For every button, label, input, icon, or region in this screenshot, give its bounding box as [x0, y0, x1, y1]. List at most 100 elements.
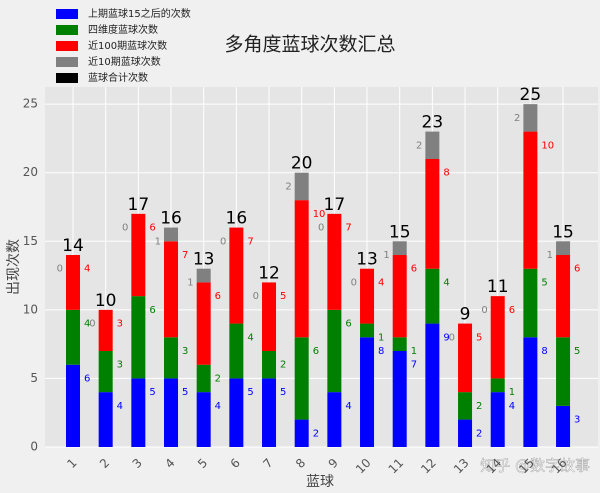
y-tick-label: 10 [23, 302, 38, 316]
value-label: 9 [443, 332, 449, 343]
value-label: 5 [280, 387, 286, 398]
value-label: 1 [383, 250, 389, 261]
value-label: 4 [345, 401, 351, 412]
total-label: 13 [356, 250, 378, 270]
bar-segment [294, 419, 309, 447]
bar-segment [556, 241, 571, 255]
bar-segment [458, 392, 473, 420]
bar-segment [490, 296, 505, 379]
bar-segment [98, 392, 113, 447]
legend-label: 近100期蓝球次数 [88, 39, 167, 52]
bar-segment [164, 337, 179, 379]
bar-segment [294, 200, 309, 338]
value-label: 4 [84, 264, 90, 275]
bar-segment [523, 104, 538, 132]
bar-segment [66, 364, 80, 447]
value-label: 6 [84, 373, 90, 384]
value-label: 7 [247, 236, 253, 247]
legend-label: 四维度蓝球次数 [88, 23, 158, 36]
value-label: 1 [411, 346, 417, 357]
legend-swatch [56, 41, 78, 51]
value-label: 4 [117, 401, 123, 412]
value-label: 4 [378, 277, 384, 288]
bar-segment [131, 296, 146, 379]
value-label: 10 [541, 140, 554, 151]
total-label: 9 [460, 305, 471, 325]
value-label: 0 [318, 223, 324, 234]
value-label: 0 [57, 264, 63, 275]
total-label: 15 [552, 222, 574, 242]
bar-segment [262, 351, 277, 379]
bar-segment [360, 268, 375, 324]
value-label: 6 [345, 319, 351, 330]
bar-segment [490, 392, 505, 447]
total-label: 17 [128, 195, 150, 215]
value-label: 2 [416, 140, 422, 151]
bar-segment [229, 227, 244, 324]
bar-segment [98, 309, 113, 351]
value-label: 6 [313, 346, 319, 357]
value-label: 0 [481, 305, 487, 316]
value-label: 10 [313, 209, 326, 220]
value-label: 1 [547, 250, 553, 261]
legend-label: 蓝球合计次数 [88, 71, 148, 84]
value-label: 4 [84, 319, 90, 330]
y-tick-label: 20 [23, 165, 38, 179]
value-label: 8 [443, 168, 449, 179]
bar-segment [360, 323, 375, 338]
bar-segment [98, 351, 113, 393]
y-tick-label: 15 [23, 234, 38, 248]
value-label: 6 [411, 264, 417, 275]
value-label: 0 [253, 291, 259, 302]
bar-segment [229, 378, 244, 447]
value-label: 2 [476, 428, 482, 439]
bar-segment [556, 405, 571, 447]
value-label: 1 [509, 387, 515, 398]
bar-segment [196, 268, 211, 283]
value-label: 0 [220, 236, 226, 247]
bar-segment [327, 392, 342, 447]
bar-segment [294, 172, 309, 201]
bar-segment [392, 351, 407, 447]
bar-segment [392, 241, 407, 255]
bar-segment [294, 337, 309, 420]
legend: 上期蓝球15之后的次数四维度蓝球次数近100期蓝球次数近10期蓝球次数蓝球合计次… [56, 7, 191, 84]
value-label: 7 [411, 360, 417, 371]
total-label: 25 [520, 85, 542, 105]
value-label: 2 [280, 360, 286, 371]
bar-segment [458, 323, 473, 393]
value-label: 0 [89, 319, 95, 330]
value-label: 4 [443, 277, 449, 288]
value-label: 6 [215, 291, 221, 302]
value-label: 6 [509, 305, 515, 316]
bar-segment [360, 337, 375, 447]
bar-segment [164, 378, 179, 447]
value-label: 3 [182, 346, 188, 357]
value-label: 6 [574, 264, 580, 275]
bar-segment [425, 131, 440, 159]
total-label: 23 [422, 113, 444, 133]
value-label: 4 [509, 401, 515, 412]
bar-segment [164, 241, 179, 338]
value-label: 0 [122, 223, 128, 234]
bar-segment [458, 419, 473, 447]
total-label: 15 [389, 222, 411, 242]
bar-segment [523, 131, 538, 269]
value-label: 2 [215, 373, 221, 384]
value-label: 3 [117, 360, 123, 371]
total-label: 12 [258, 263, 280, 283]
value-label: 6 [149, 223, 155, 234]
bar-segment [327, 213, 342, 310]
value-label: 1 [187, 277, 193, 288]
value-label: 1 [155, 236, 161, 247]
y-axis-label: 出现次数 [6, 239, 22, 295]
bar-segment [523, 337, 538, 447]
value-label: 5 [541, 277, 547, 288]
value-label: 2 [285, 181, 291, 192]
value-label: 5 [182, 387, 188, 398]
bar-segment [392, 337, 407, 351]
bar-segment [523, 268, 538, 338]
total-label: 16 [226, 209, 248, 229]
total-label: 17 [324, 195, 346, 215]
